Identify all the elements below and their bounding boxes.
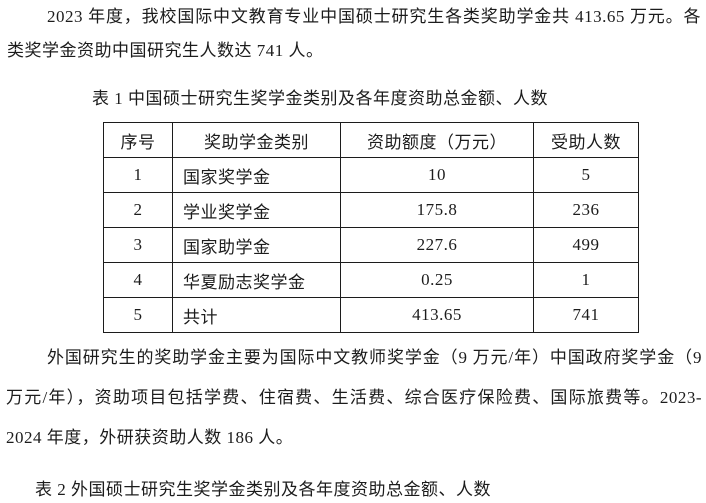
table-cell: 国家助学金 (172, 227, 341, 263)
table-cell: 499 (533, 227, 639, 263)
table1-body: 1 国家奖学金 10 5 2 学业奖学金 175.8 236 3 国家助学金 227.6 499 4 华夏… (103, 157, 639, 333)
table2-caption: 表 2 外国硕士研究生奖学金类别及各年度资助总金额、人数 (35, 480, 491, 499)
table1-chinese-scholarships: 序号 奖助学金类别 资助额度（万元） 受助人数 1 国家奖学金 10 5 2 学业奖学金 1… (103, 122, 639, 333)
table-cell: 4 (103, 262, 173, 298)
table-cell: 741 (533, 297, 639, 333)
paragraph-foreign-students-summary: 外国研究生的奖助学金主要为国际中文教师奖学金（9 万元/年）中国政府奖学金（9 … (6, 348, 702, 447)
col-header-index: 序号 (103, 122, 173, 158)
table-cell: 共计 (172, 297, 341, 333)
table-cell: 5 (103, 297, 173, 333)
table-cell: 1 (533, 262, 639, 298)
table-cell: 10 (340, 157, 534, 193)
col-header-recipients: 受助人数 (533, 122, 639, 158)
table-cell: 3 (103, 227, 173, 263)
col-header-category: 奖助学金类别 (172, 122, 341, 158)
table-row: 5 共计 413.65 741 (103, 297, 639, 333)
table-cell: 国家奖学金 (172, 157, 341, 193)
table-cell: 2 (103, 192, 173, 228)
table-row: 4 华夏励志奖学金 0.25 1 (103, 262, 639, 298)
table-cell: 华夏励志奖学金 (172, 262, 341, 298)
table-row: 1 国家奖学金 10 5 (103, 157, 639, 193)
paragraph-chinese-students-summary: 2023 年度，我校国际中文教育专业中国硕士研究生各类奖助学金共 413.65 … (7, 7, 701, 60)
table-cell: 1 (103, 157, 173, 193)
table-header-row: 序号 奖助学金类别 资助额度（万元） 受助人数 (103, 122, 639, 158)
table-cell: 236 (533, 192, 639, 228)
table-row: 2 学业奖学金 175.8 236 (103, 192, 639, 228)
table-cell: 227.6 (340, 227, 534, 263)
table-cell: 413.65 (340, 297, 534, 333)
table-row: 3 国家助学金 227.6 499 (103, 227, 639, 263)
table-cell: 学业奖学金 (172, 192, 341, 228)
col-header-amount: 资助额度（万元） (340, 122, 534, 158)
table-cell: 0.25 (340, 262, 534, 298)
table-cell: 175.8 (340, 192, 534, 228)
table1-caption: 表 1 中国硕士研究生奖学金类别及各年度资助总金额、人数 (92, 89, 548, 108)
table-cell: 5 (533, 157, 639, 193)
